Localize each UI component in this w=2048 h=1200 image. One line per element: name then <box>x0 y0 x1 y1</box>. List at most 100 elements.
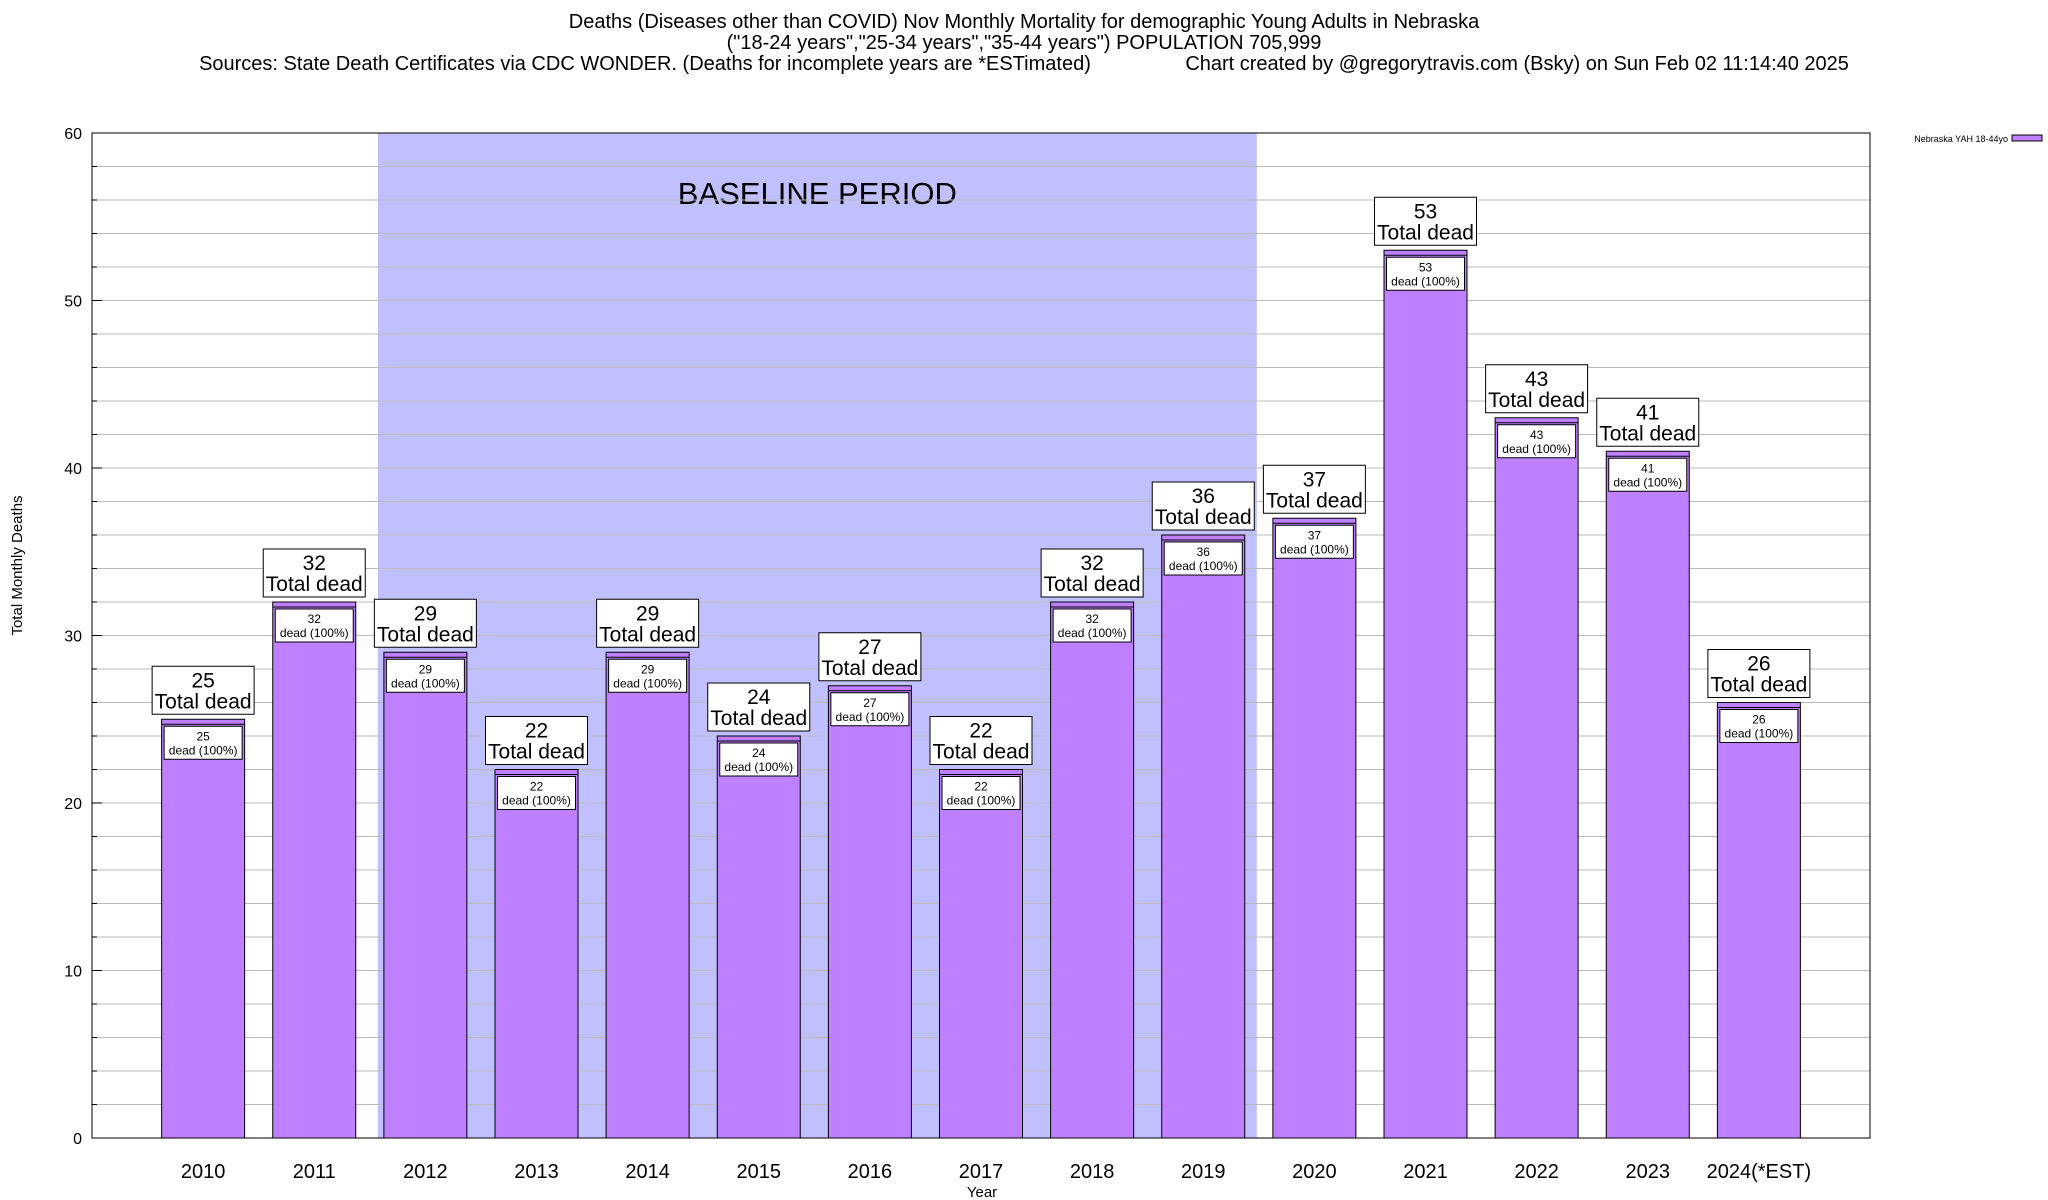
inner-value-label: 32 <box>308 612 322 626</box>
inner-percent-label: dead (100%) <box>1502 442 1571 456</box>
total-label-box <box>707 682 811 732</box>
total-dead-label: Total dead <box>933 741 1030 764</box>
bar <box>383 651 468 1139</box>
total-label-box <box>1151 481 1255 531</box>
bar <box>1716 702 1801 1139</box>
inner-percent-label: dead (100%) <box>947 794 1016 808</box>
total-label-box <box>596 598 700 648</box>
bar <box>1494 417 1579 1139</box>
bar <box>716 735 801 1139</box>
inner-label-box <box>497 776 576 810</box>
bar <box>827 685 912 1139</box>
y-tick-label: 60 <box>64 126 82 143</box>
total-dead-label: Total dead <box>155 690 252 713</box>
total-value-label: 22 <box>969 720 992 743</box>
inner-value-label: 27 <box>863 696 877 710</box>
total-value-label: 43 <box>1525 368 1548 391</box>
inner-percent-label: dead (100%) <box>502 794 571 808</box>
total-value-label: 27 <box>858 636 881 659</box>
total-label-box <box>1262 464 1366 514</box>
y-tick-label: 50 <box>64 294 82 311</box>
bar <box>1605 450 1690 1139</box>
total-dead-label: Total dead <box>1599 422 1696 445</box>
total-dead-label: Total dead <box>1710 674 1807 697</box>
total-value-label: 26 <box>1747 653 1770 676</box>
total-label-box <box>151 665 255 715</box>
x-tick-label: 2010 <box>181 1161 226 1183</box>
total-value-label: 24 <box>747 686 771 709</box>
inner-label-box <box>1052 608 1132 643</box>
inner-percent-label: dead (100%) <box>1280 542 1349 556</box>
total-dead-label: Total dead <box>821 657 918 680</box>
total-value-label: 36 <box>1192 485 1215 508</box>
inner-percent-label: dead (100%) <box>724 760 793 774</box>
total-label-box <box>1707 649 1811 698</box>
bar <box>605 651 690 1139</box>
legend-swatch <box>2011 134 2043 142</box>
inner-percent-label: dead (100%) <box>280 626 349 640</box>
inner-value-label: 22 <box>530 780 544 794</box>
chart-source-line: Sources: State Death Certificates via CD… <box>199 53 1849 75</box>
bar <box>161 718 246 1139</box>
bar <box>1050 601 1135 1139</box>
bar <box>272 601 357 1139</box>
inner-label-box <box>830 692 910 727</box>
x-tick-label: 2012 <box>403 1161 448 1183</box>
chart-subtitle: ("18-24 years","25-34 years","35-44 year… <box>726 32 1322 54</box>
total-value-label: 32 <box>1080 552 1103 575</box>
bar <box>939 769 1023 1139</box>
total-value-label: 37 <box>1303 468 1326 491</box>
x-axis-label: Year <box>967 1184 997 1200</box>
total-value-label: 32 <box>303 552 326 575</box>
total-dead-label: Total dead <box>377 623 474 646</box>
inner-label-box <box>1274 524 1354 559</box>
y-tick-label: 10 <box>64 964 82 981</box>
inner-label-box <box>1608 457 1688 492</box>
total-label-box <box>262 548 366 598</box>
legend-entry-label: Nebraska YAH 18-44yo <box>1914 134 2008 144</box>
total-label-box <box>1040 548 1144 598</box>
total-value-label: 41 <box>1636 401 1659 424</box>
total-value-label: 25 <box>191 669 214 692</box>
inner-label-box <box>719 742 799 777</box>
bar <box>1272 517 1357 1139</box>
total-value-label: 29 <box>636 602 659 625</box>
total-label-box <box>1374 196 1477 246</box>
inner-percent-label: dead (100%) <box>836 710 905 724</box>
x-tick-label: 2019 <box>1181 1161 1226 1183</box>
bar <box>1383 249 1468 1139</box>
inner-value-label: 26 <box>1752 713 1766 727</box>
inner-value-label: 41 <box>1641 461 1655 475</box>
y-tick-label: 0 <box>73 1131 82 1148</box>
chart-title: Deaths (Diseases other than COVID) Nov M… <box>568 11 1480 33</box>
inner-percent-label: dead (100%) <box>1725 727 1794 741</box>
x-tick-label: 2021 <box>1403 1161 1448 1183</box>
inner-value-label: 25 <box>196 729 210 743</box>
total-dead-label: Total dead <box>1044 573 1141 596</box>
x-tick-label: 2014 <box>625 1161 670 1183</box>
inner-value-label: 29 <box>419 662 433 676</box>
inner-label-box <box>274 608 354 643</box>
inner-percent-label: dead (100%) <box>1058 626 1127 640</box>
total-value-label: 29 <box>414 602 437 625</box>
x-tick-label: 2023 <box>1626 1161 1671 1183</box>
inner-percent-label: dead (100%) <box>169 743 238 757</box>
x-tick-label: 2011 <box>293 1161 336 1183</box>
inner-label-box <box>1163 541 1243 576</box>
x-tick-label: 2013 <box>514 1161 559 1183</box>
total-label-box <box>485 716 588 765</box>
y-tick-label: 30 <box>64 629 82 646</box>
inner-label-box <box>1497 424 1577 459</box>
total-dead-label: Total dead <box>710 707 807 730</box>
